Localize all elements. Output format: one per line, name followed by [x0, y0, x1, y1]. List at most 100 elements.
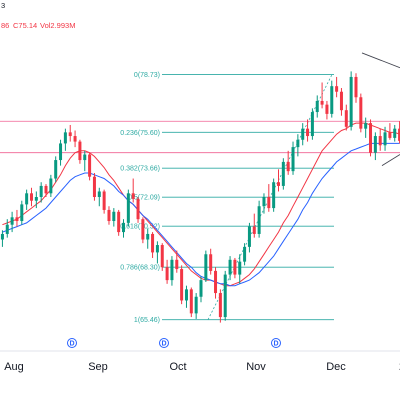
candle-body: [223, 274, 227, 318]
candle-body: [354, 76, 358, 98]
candle-body: [160, 245, 164, 268]
fib-level-label-2: 0.382(73.66): [120, 166, 160, 173]
candle-body: [204, 254, 208, 281]
candle-body: [59, 143, 63, 161]
candle-body: [117, 211, 121, 233]
time-axis-label-1: Sep: [88, 361, 108, 373]
candle-body: [136, 198, 140, 220]
candle-body: [10, 217, 14, 225]
candle-body: [107, 209, 111, 222]
candle-body: [349, 76, 353, 127]
fib-level-label-4: 0.618(70.52): [120, 224, 160, 231]
dividend-marker-label-1: D: [161, 341, 166, 348]
candle-body: [141, 219, 145, 240]
candle-body: [0, 233, 4, 240]
candle-body: [184, 289, 188, 301]
candle-body: [175, 259, 179, 270]
candle-body: [291, 147, 295, 172]
fib-level-label-0: 0(78.73): [134, 72, 160, 79]
dividend-marker-label-2: D: [273, 341, 278, 348]
candle-body: [388, 132, 392, 138]
moving-average-line-1: [2, 142, 400, 287]
candle-body: [233, 259, 237, 275]
candle-body: [247, 226, 251, 247]
candle-body: [281, 161, 285, 186]
candle-body: [131, 193, 135, 199]
candle-body: [73, 136, 77, 142]
candle-body: [39, 185, 43, 198]
candle-body: [398, 128, 400, 141]
candle-body: [243, 246, 247, 262]
time-axis-label-2: Oct: [169, 361, 186, 373]
candle-body: [359, 97, 363, 129]
candle-body: [262, 197, 266, 207]
candle-body: [189, 289, 193, 314]
candle-body: [122, 222, 126, 233]
legend-close: C75.14: [13, 21, 37, 30]
dividend-marker-circle-1: [159, 338, 169, 348]
candle-body: [29, 193, 33, 201]
candle-body: [180, 269, 184, 301]
candle-body: [146, 233, 150, 240]
legend-open: 86: [1, 21, 9, 30]
time-axis-label-3: Nov: [246, 361, 266, 373]
candle-body: [54, 160, 58, 179]
candle-body: [301, 128, 305, 140]
candle-body: [209, 254, 213, 271]
candle-body: [306, 128, 310, 137]
candle-body: [165, 267, 169, 281]
candle-body: [63, 132, 67, 144]
candle-body: [155, 245, 159, 253]
candle-body: [320, 100, 324, 105]
candle-body: [369, 123, 373, 153]
candle-body: [68, 132, 72, 137]
candle-body: [228, 259, 232, 275]
legend-interval: 3: [1, 1, 5, 10]
candle-body: [252, 226, 256, 234]
triangle-pattern-layer[interactable]: [361, 52, 400, 166]
candle-body: [267, 197, 271, 209]
candle-body: [315, 100, 319, 113]
candle-body: [83, 154, 87, 161]
candle-body: [25, 193, 29, 205]
legend-volume: Vol2.993M: [40, 21, 75, 30]
fib-level-label-3: 0.5(72.09): [128, 195, 160, 202]
ohlc-legend: 3 86 C75.14 Vol2.993M: [1, 1, 75, 30]
candle-body: [330, 86, 334, 114]
candle-body: [170, 259, 174, 281]
fib-level-label-6: 1(65.46): [134, 317, 160, 324]
candle-body: [102, 191, 106, 210]
candle-body: [325, 104, 329, 114]
candle-body: [276, 182, 280, 186]
candle-body: [339, 91, 343, 111]
candle-body: [344, 110, 348, 127]
candle-body: [218, 293, 222, 318]
candle-body: [15, 217, 19, 222]
candle-body: [214, 270, 218, 294]
triangle-upper-line: [361, 52, 400, 69]
horizontal-lines-layer: [0, 120, 400, 154]
time-axis: Aug Sep Oct Nov Dec 2: [4, 361, 400, 373]
candle-body: [20, 204, 24, 222]
candle-body: [310, 112, 314, 137]
candle-body: [151, 233, 155, 253]
dividend-marker-circle-2: [271, 338, 281, 348]
candle-body: [296, 139, 300, 148]
candle-body: [112, 211, 116, 222]
candle-body: [364, 123, 368, 129]
time-axis-label-4: Dec: [326, 361, 346, 373]
candle-body: [44, 185, 48, 194]
candle-body: [257, 206, 261, 234]
candle-body: [126, 193, 130, 223]
fib-level-label-1: 0.236(75.60): [120, 130, 160, 137]
fib-level-label-5: 0.786(68.30): [120, 265, 160, 272]
candle-body: [78, 141, 82, 161]
candle-body: [5, 224, 9, 234]
dividend-marker-label-0: D: [69, 341, 74, 348]
candle-body: [49, 178, 53, 194]
candle-body: [383, 132, 387, 146]
candles-layer: [0, 71, 400, 323]
candle-body: [199, 280, 203, 297]
